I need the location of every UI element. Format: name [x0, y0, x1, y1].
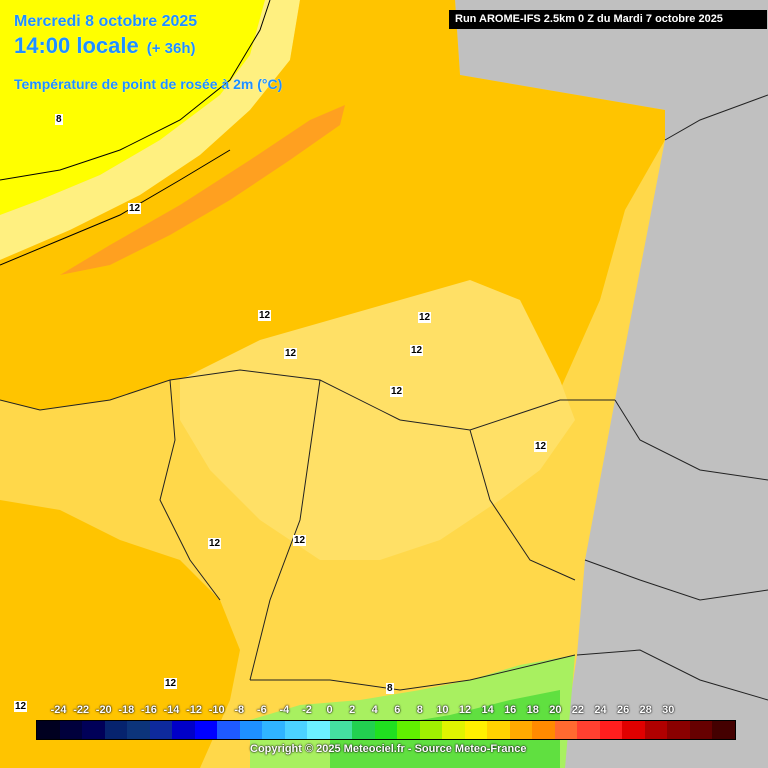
legend-swatch	[532, 721, 555, 739]
legend-swatch	[172, 721, 195, 739]
legend-tick-label: 8	[416, 704, 423, 716]
legend-swatch	[667, 721, 690, 739]
legend-swatch	[104, 721, 128, 739]
dewpoint-14-southwest	[0, 500, 240, 768]
legend-swatch	[59, 721, 83, 739]
forecast-date: Mercredi 8 octobre 2025	[14, 13, 198, 30]
forecast-local-time: 14:00 locale	[14, 33, 139, 58]
legend-tick-label: -14	[163, 704, 180, 716]
legend-swatch	[419, 721, 443, 739]
legend-swatch	[599, 721, 623, 739]
legend-tick-label: 24	[594, 704, 607, 716]
isodrosotherm-12-b	[0, 149, 231, 266]
legend-swatch	[307, 721, 330, 739]
legend-swatch	[487, 721, 510, 739]
run-info-banner: Run AROME-IFS 2.5km 0 Z du Mardi 7 octob…	[449, 10, 767, 29]
legend-tick-label: 26	[616, 704, 630, 716]
legend-tick-label: -16	[140, 704, 157, 716]
low-dewpoint-zone-north-sea	[0, 0, 265, 215]
legend-tick-label: 16	[504, 704, 517, 716]
legend-tick-label: 10	[436, 704, 449, 716]
legend-swatch	[644, 721, 668, 739]
legend-ticks: -24 -22 -20 -18 -16 -14 -12 -10 -8 -6 -4 -2 0 2 4 6 8 10 1…	[0, 704, 768, 718]
legend-swatch	[217, 721, 240, 739]
legend-tick-label: -24	[50, 704, 67, 716]
legend-swatch	[374, 721, 398, 739]
legend-tick-label: -12	[186, 704, 203, 716]
legend-swatch	[554, 721, 578, 739]
contour-label: 12	[293, 535, 307, 546]
legend-tick-label: -20	[95, 704, 112, 716]
contour-label: 12	[164, 678, 178, 689]
legend-swatch	[82, 721, 105, 739]
contour-label: 12	[258, 310, 272, 321]
color-scale-bar	[36, 720, 736, 740]
legend-tick-label: 4	[371, 704, 378, 716]
contour-label: 8	[386, 683, 394, 694]
contour-label: 12	[284, 348, 298, 359]
legend-swatch	[397, 721, 420, 739]
legend-tick-label: 6	[394, 704, 401, 716]
forecast-time: 14:00 locale (+ 36h)	[14, 33, 196, 59]
contour-label: 12	[128, 203, 142, 214]
contour-label: 12	[14, 701, 28, 712]
legend-swatch	[239, 721, 263, 739]
copyright-notice: Copyright © 2025 Meteociel.fr - Source M…	[250, 743, 527, 755]
legend-tick-label: 0	[326, 704, 333, 716]
legend-tick-label: 20	[549, 704, 562, 716]
legend-swatch	[352, 721, 375, 739]
legend-swatch	[329, 721, 353, 739]
legend-tick-label: 28	[639, 704, 652, 716]
parameter-title: Température de point de rosée à 2m (°C)	[14, 76, 283, 92]
contour-label: 12	[208, 538, 222, 549]
legend-swatch	[194, 721, 218, 739]
isodrosotherm-12	[0, 0, 271, 181]
legend-tick-label: 14	[481, 704, 494, 716]
legend-swatch	[577, 721, 600, 739]
contour-label: 12	[390, 386, 404, 397]
legend-tick-label: -10	[208, 704, 225, 716]
legend-tick-label: 12	[458, 704, 472, 716]
legend-tick-label: -18	[118, 704, 135, 716]
contour-label: 12	[418, 312, 432, 323]
legend-tick-label: 2	[349, 704, 356, 716]
legend-swatch	[37, 721, 60, 739]
country-borders	[0, 94, 768, 701]
legend-swatch	[262, 721, 285, 739]
legend-swatch	[127, 721, 150, 739]
pale-zone-north-sea	[0, 0, 300, 260]
legend-tick-label: 22	[571, 704, 585, 716]
legend-swatch	[509, 721, 533, 739]
contour-label: 12	[534, 441, 548, 452]
legend-tick-label: -4	[279, 704, 290, 716]
legend-swatch	[149, 721, 173, 739]
legend-swatch	[689, 721, 713, 739]
legend-tick-label: -22	[73, 704, 90, 716]
legend-swatch	[284, 721, 308, 739]
contour-label: 8	[55, 114, 63, 125]
legend-tick-label: -2	[302, 704, 312, 716]
contour-label: 12	[410, 345, 424, 356]
legend-swatch	[464, 721, 488, 739]
legend-swatch	[442, 721, 465, 739]
legend-swatch	[712, 721, 735, 739]
dewpoint-12-central	[180, 280, 575, 560]
legend-tick-label: 30	[662, 704, 675, 716]
legend-tick-label: -6	[256, 704, 267, 716]
dewpoint-16-streak	[60, 105, 345, 275]
forecast-lead-time: (+ 36h)	[146, 40, 196, 57]
legend-tick-label: 18	[526, 704, 539, 716]
legend-swatch	[622, 721, 645, 739]
legend-tick-label: -8	[234, 704, 245, 716]
